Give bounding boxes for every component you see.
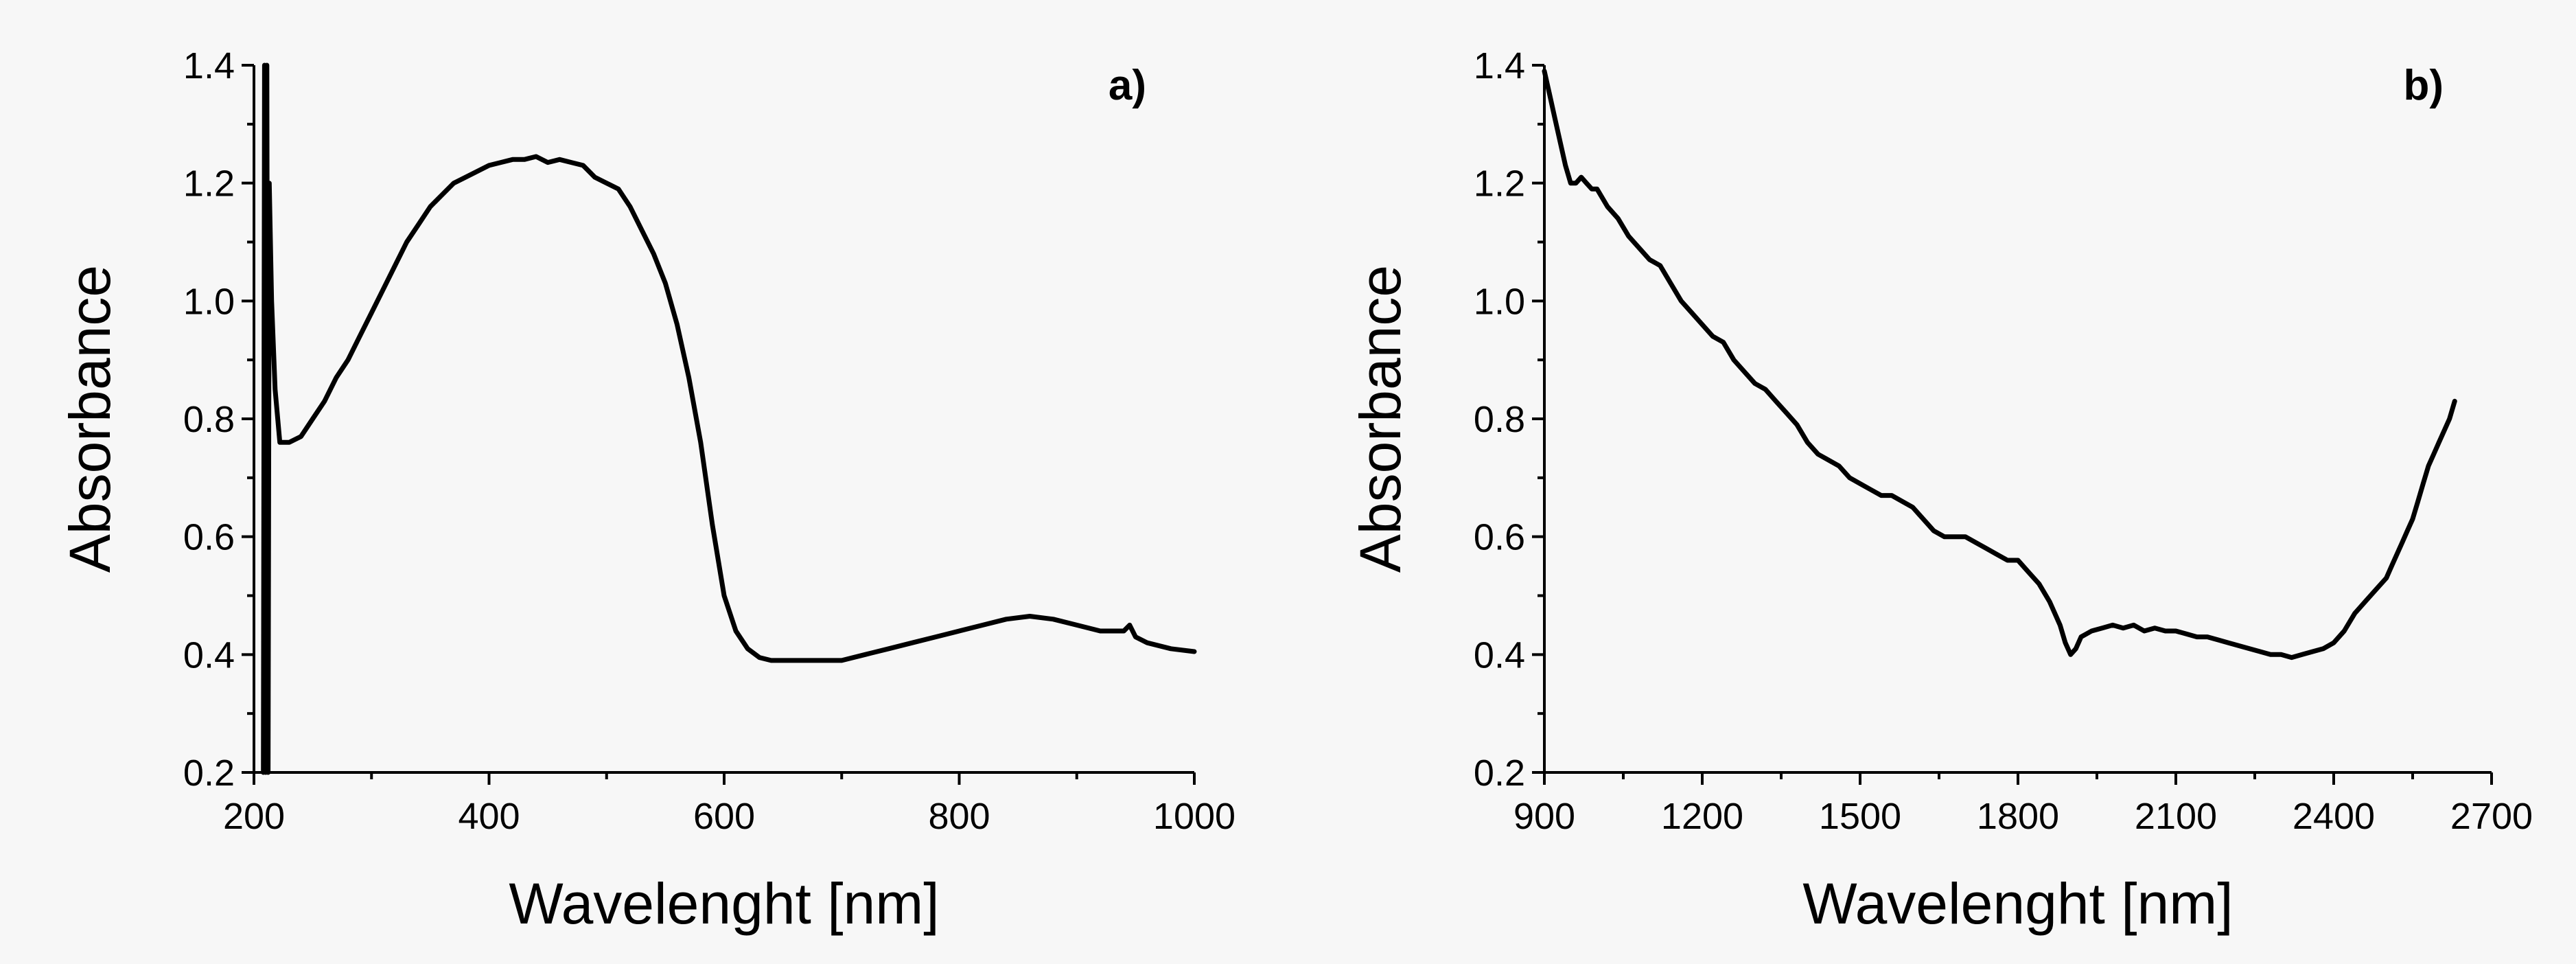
x-tick-label: 1800 — [1977, 796, 2059, 837]
y-tick-label: 1.2 — [1474, 163, 1525, 205]
x-tick-label: 1200 — [1661, 796, 1743, 837]
x-tick-label: 2700 — [2450, 796, 2533, 837]
y-tick-label: 0.4 — [1474, 634, 1525, 676]
y-tick-label: 1.0 — [183, 281, 235, 322]
x-tick-label: 200 — [223, 796, 285, 837]
x-tick-label: 2100 — [2135, 796, 2217, 837]
chart-b: 0.2 0.4 0.6 0.8 1.0 1.2 1.4 900 1200 1500 1800 2100… — [1348, 45, 2533, 936]
x-axis-title: Wavelenght [nm] — [1802, 871, 2233, 936]
x-tick-label: 800 — [928, 796, 990, 837]
y-tick-label: 1.4 — [1474, 45, 1525, 87]
y-tick-label: 1.0 — [1474, 281, 1525, 322]
y-tick-label: 1.2 — [183, 163, 235, 205]
y-tick-label: 0.6 — [183, 517, 235, 558]
y-tick-label: 0.2 — [1474, 753, 1525, 794]
y-tick-label: 0.2 — [183, 753, 235, 794]
panel-label: a) — [1109, 62, 1146, 109]
y-tick-label: 0.4 — [183, 634, 235, 676]
x-tick-label: 900 — [1513, 796, 1575, 837]
x-tick-label: 1000 — [1153, 796, 1235, 837]
x-axis-title: Wavelenght [nm] — [509, 871, 939, 936]
y-axis-title: Absorbance — [58, 265, 122, 573]
y-tick-label: 0.8 — [183, 399, 235, 440]
chart-a: 0.2 0.4 0.6 0.8 1.0 1.2 1.4 200 400 600 800 1000 Wav… — [58, 45, 1235, 936]
y-tick-label: 0.6 — [1474, 517, 1525, 558]
y-tick-label: 1.4 — [183, 45, 235, 87]
series-line-absorbance — [1542, 69, 2457, 661]
panel-label: b) — [2403, 62, 2444, 109]
x-tick-label: 1500 — [1819, 796, 1901, 837]
x-tick-label: 400 — [458, 796, 520, 837]
y-axis-title: Absorbance — [1348, 265, 1413, 573]
series-line-absorbance — [261, 62, 1197, 775]
x-tick-label: 600 — [693, 796, 755, 837]
x-tick-label: 2400 — [2293, 796, 2375, 837]
y-tick-label: 0.8 — [1474, 399, 1525, 440]
